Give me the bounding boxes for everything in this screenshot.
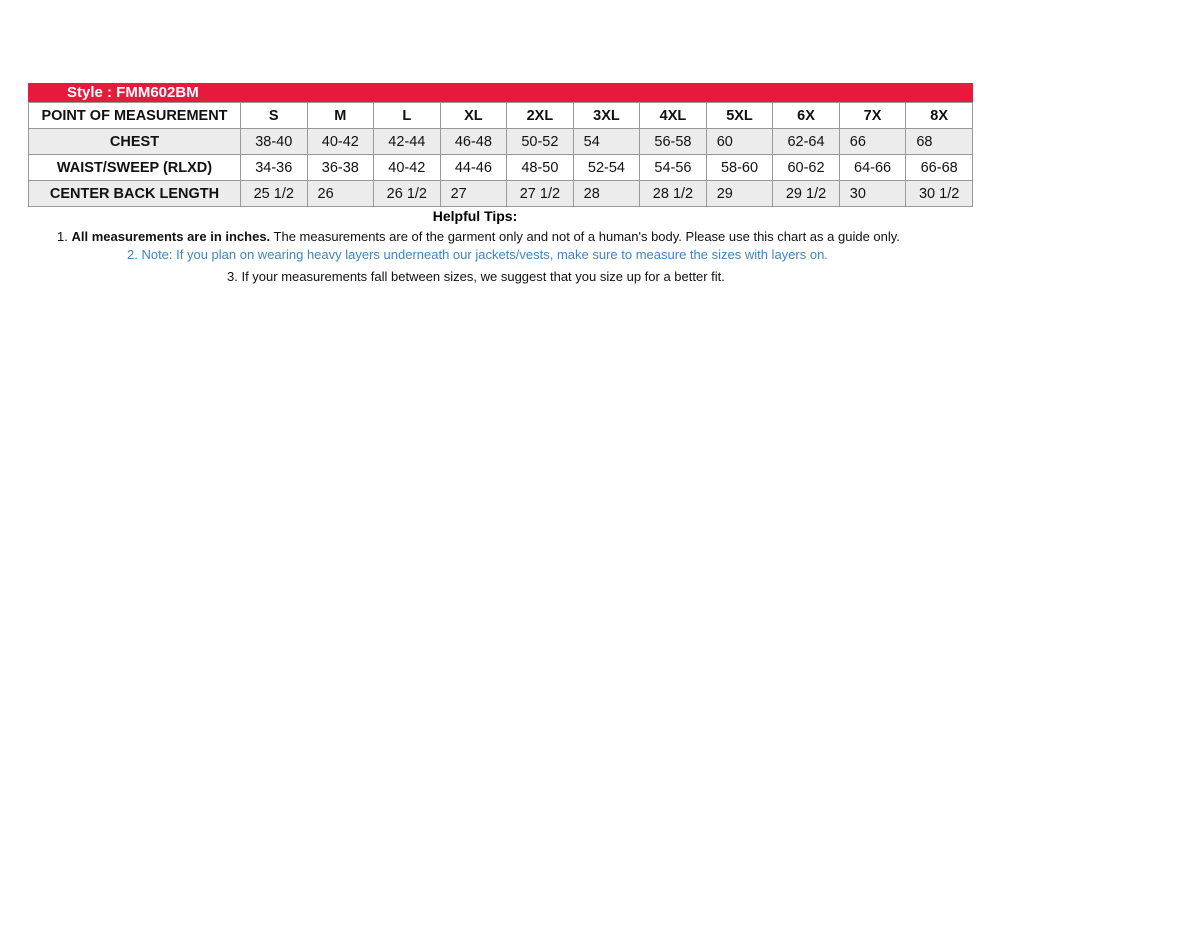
measurement-cell: 46-48 [439, 128, 508, 155]
size-table: POINT OF MEASUREMENT S M L XL 2XL 3XL 4XL 5XL 6X 7… [28, 102, 973, 207]
size-header: 2XL [506, 102, 574, 129]
size-header: M [306, 102, 375, 129]
measurement-cell: 52-54 [572, 154, 641, 181]
measurement-cell: 27 [439, 180, 508, 207]
measurement-cell: 68 [905, 128, 973, 155]
row-label: CENTER BACK LENGTH [28, 180, 241, 207]
measurement-cell: 60 [705, 128, 774, 155]
measurement-cell: 42-44 [373, 128, 441, 155]
tip-3: 3. If your measurements fall between siz… [227, 269, 725, 284]
measurement-cell: 38-40 [240, 128, 308, 155]
measurement-cell: 40-42 [373, 154, 441, 181]
measurement-cell: 27 1/2 [506, 180, 574, 207]
tip-1-bold: All measurements are in inches. [71, 229, 271, 244]
measurement-cell: 54-56 [639, 154, 707, 181]
size-header: 6X [772, 102, 840, 129]
helpful-tips-title: Helpful Tips: [432, 208, 518, 224]
measurement-cell: 28 [572, 180, 641, 207]
size-header: 7X [838, 102, 907, 129]
tip-1-number: 1. [57, 229, 72, 244]
header-row: POINT OF MEASUREMENT S M L XL 2XL 3XL 4XL 5XL 6X 7… [28, 102, 973, 129]
measurement-cell: 30 1/2 [905, 180, 973, 207]
measurement-cell: 66 [838, 128, 907, 155]
table-row: CHEST 38-40 40-42 42-44 46-48 50-52 54 56-58 60 6… [28, 128, 973, 155]
measurement-cell: 34-36 [240, 154, 308, 181]
measurement-cell: 62-64 [772, 128, 840, 155]
measurement-cell: 30 [838, 180, 907, 207]
row-label: CHEST [28, 128, 241, 155]
size-header: L [373, 102, 441, 129]
table-row: CENTER BACK LENGTH 25 1/2 26 26 1/2 27 27 1/2… [28, 180, 973, 207]
table-row: WAIST/SWEEP (RLXD) 34-36 36-38 40-42 44-46 48… [28, 154, 973, 181]
tip-1: 1. All measurements are in inches. The m… [57, 229, 900, 244]
measurement-cell: 26 [306, 180, 375, 207]
measurement-cell: 58-60 [705, 154, 774, 181]
measurement-cell: 28 1/2 [639, 180, 707, 207]
measurement-cell: 29 1/2 [772, 180, 840, 207]
measurement-cell: 29 [705, 180, 774, 207]
tip-1-text: The measurements are of the garment only… [270, 229, 900, 244]
measurement-cell: 26 1/2 [373, 180, 441, 207]
size-header: 8X [905, 102, 973, 129]
measurement-cell: 56-58 [639, 128, 707, 155]
size-header: 3XL [572, 102, 641, 129]
style-title: Style : FMM602BM [28, 83, 973, 102]
measurement-cell: 60-62 [772, 154, 840, 181]
row-label: WAIST/SWEEP (RLXD) [28, 154, 241, 181]
measurement-cell: 40-42 [306, 128, 375, 155]
size-header: 5XL [705, 102, 774, 129]
size-chart: Style : FMM602BM POINT OF MEASUREMENT S M L… [28, 83, 973, 207]
measurement-cell: 36-38 [306, 154, 375, 181]
measurement-cell: 25 1/2 [240, 180, 308, 207]
size-header: XL [439, 102, 508, 129]
measurement-cell: 44-46 [439, 154, 508, 181]
measurement-cell: 54 [572, 128, 641, 155]
measurement-cell: 64-66 [838, 154, 907, 181]
size-header: S [240, 102, 308, 129]
measurement-cell: 48-50 [506, 154, 574, 181]
measurement-cell: 50-52 [506, 128, 574, 155]
tip-2: 2. Note: If you plan on wearing heavy la… [127, 247, 828, 262]
header-label: POINT OF MEASUREMENT [28, 102, 241, 129]
size-header: 4XL [639, 102, 707, 129]
measurement-cell: 66-68 [905, 154, 973, 181]
